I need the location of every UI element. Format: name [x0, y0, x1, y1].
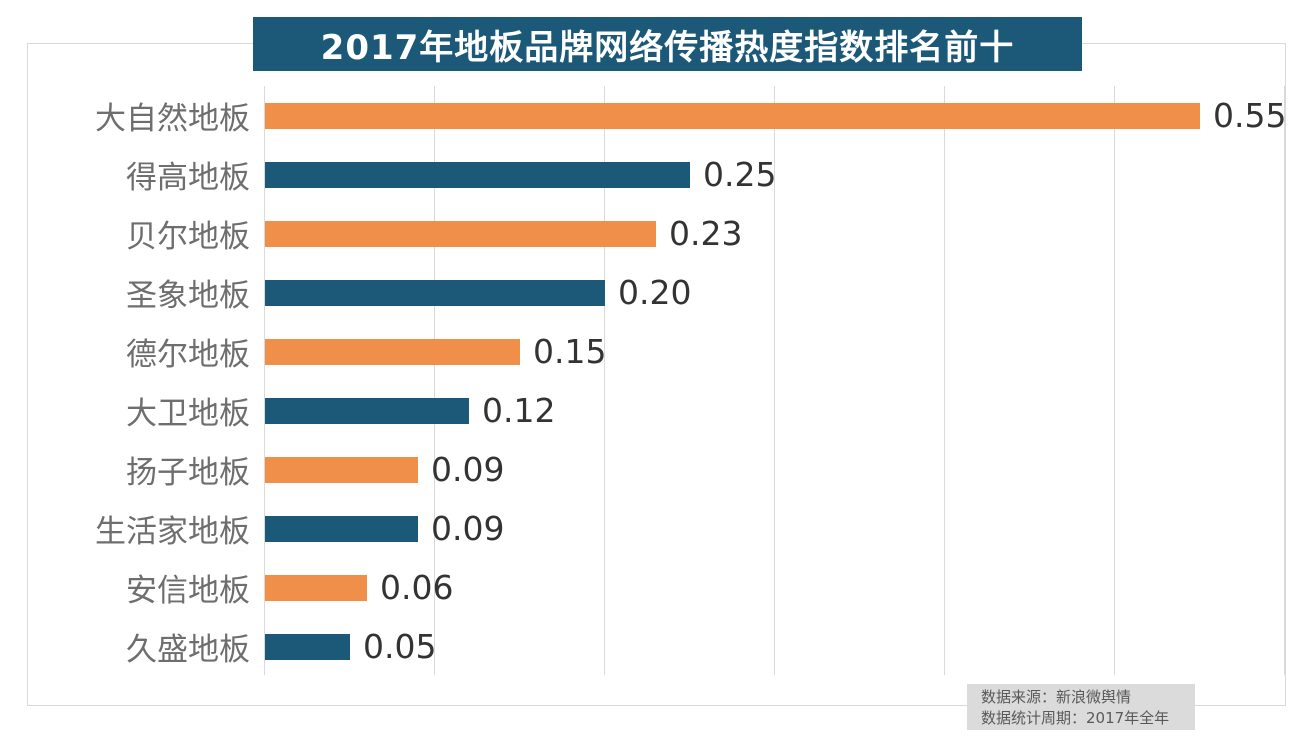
bar-row: 大卫地板 0.12 — [0, 381, 1314, 440]
category-label: 大卫地板 — [126, 396, 250, 432]
category-label: 圣象地板 — [126, 278, 250, 314]
value-label: 0.20 — [618, 273, 692, 312]
category-label: 大自然地板 — [95, 101, 250, 137]
value-label: 0.06 — [380, 568, 454, 607]
bar — [265, 161, 690, 188]
category-label: 德尔地板 — [126, 337, 250, 373]
category-label: 生活家地板 — [95, 514, 250, 550]
value-label: 0.55 — [1213, 96, 1287, 135]
bar-row: 安信地板 0.06 — [0, 558, 1314, 617]
value-label: 0.25 — [703, 155, 777, 194]
value-label: 0.23 — [669, 214, 743, 253]
x-gridline — [1114, 86, 1115, 675]
bar-row: 久盛地板 0.05 — [0, 617, 1314, 676]
bar — [265, 633, 350, 660]
bar — [265, 397, 469, 424]
source-note-line2: 数据统计周期：2017年全年 — [981, 709, 1170, 727]
bar — [265, 220, 656, 247]
x-gridline — [434, 86, 435, 675]
bar-row: 圣象地板 0.20 — [0, 263, 1314, 322]
value-label: 0.05 — [363, 627, 437, 666]
bar — [265, 102, 1200, 129]
bar-row: 扬子地板 0.09 — [0, 440, 1314, 499]
value-label: 0.12 — [482, 391, 556, 430]
bar — [265, 456, 418, 483]
value-label: 0.09 — [431, 509, 505, 548]
bar — [265, 279, 605, 306]
chart-title: 2017年地板品牌网络传播热度指数排名前十 — [253, 17, 1082, 71]
source-note-line1: 数据来源：新浪微舆情 — [981, 688, 1132, 706]
x-gridline — [264, 86, 265, 675]
value-label: 0.09 — [431, 450, 505, 489]
x-gridline — [604, 86, 605, 675]
category-label: 得高地板 — [126, 160, 250, 196]
bar-row: 生活家地板 0.09 — [0, 499, 1314, 558]
x-gridline — [1284, 86, 1285, 675]
bar — [265, 574, 367, 601]
x-gridline — [774, 86, 775, 675]
bar-row: 贝尔地板 0.23 — [0, 204, 1314, 263]
bar — [265, 515, 418, 542]
bar-row: 得高地板 0.25 — [0, 145, 1314, 204]
category-label: 久盛地板 — [126, 632, 250, 668]
value-label: 0.15 — [533, 332, 607, 371]
bar-row: 德尔地板 0.15 — [0, 322, 1314, 381]
category-label: 安信地板 — [126, 573, 250, 609]
category-label: 扬子地板 — [126, 455, 250, 491]
bar-row: 大自然地板 0.55 — [0, 86, 1314, 145]
category-label: 贝尔地板 — [126, 219, 250, 255]
bar — [265, 338, 520, 365]
x-gridline — [944, 86, 945, 675]
source-note: 数据来源：新浪微舆情 数据统计周期：2017年全年 — [967, 684, 1195, 730]
